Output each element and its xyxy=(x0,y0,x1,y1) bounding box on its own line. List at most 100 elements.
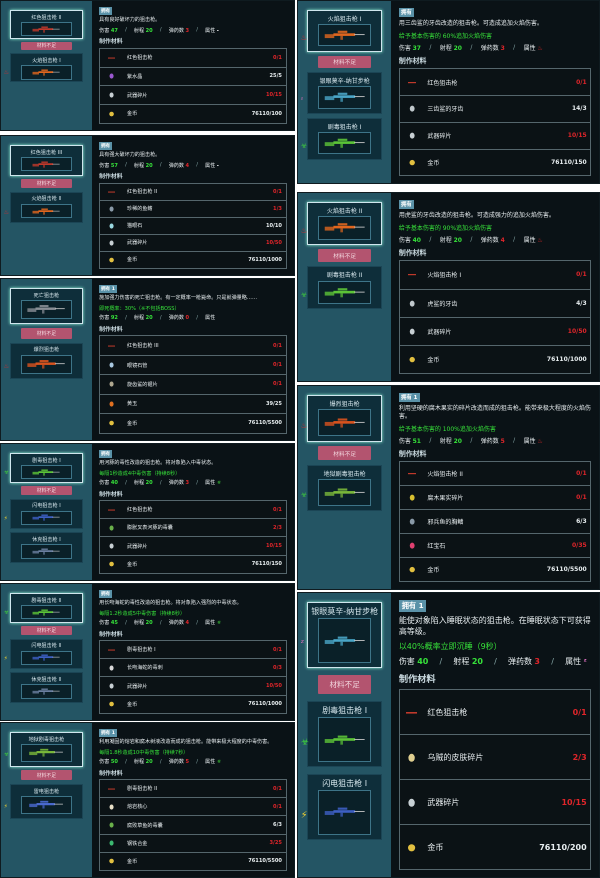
not-enough-materials-button[interactable]: 材料不足 xyxy=(20,770,73,781)
stat-label: 射程 xyxy=(439,438,452,446)
not-enough-materials-button[interactable]: 材料不足 xyxy=(318,55,371,68)
material-name: 长吻海蛇的毒刺 xyxy=(127,665,163,672)
weapon-list-item[interactable]: 爆烈狙击枪 ♨ xyxy=(4,342,84,380)
stat-value: 4 xyxy=(500,237,505,245)
stat-label: 射程 xyxy=(453,657,470,667)
weapon-list: 死亡狙击枪材料不足爆烈狙击枪 ♨ xyxy=(1,279,92,440)
weapon-list-item[interactable]: 火焰狙击枪 I ♨ xyxy=(301,10,383,52)
biohazard-icon: ☣ xyxy=(300,140,308,150)
button-label: 材料不足 xyxy=(36,331,57,337)
weapon-list-item[interactable]: 剧毒狙击枪 II ☣ xyxy=(301,266,383,310)
weapon-list-item[interactable]: 红色狙击枪 III xyxy=(9,144,84,177)
not-enough-materials-button[interactable]: 材料不足 xyxy=(20,179,73,189)
weapon-list-item[interactable]: 闪电狙击枪 I ⚡ xyxy=(301,773,383,840)
weapon-name: 火焰狙击枪 I xyxy=(32,57,61,64)
materials-header: 制作材料 xyxy=(99,174,123,181)
stat-value: 3 xyxy=(185,27,190,34)
weapon-list-item[interactable]: 火焰狙击枪 I ♨ xyxy=(4,53,84,82)
separator: / xyxy=(513,437,516,445)
stat-label: 射程 xyxy=(133,315,145,322)
weapon-name: 剧毒狙击枪 II xyxy=(31,597,62,604)
stat-label: 伤害 xyxy=(99,27,110,34)
not-enough-materials-button[interactable]: 材料不足 xyxy=(20,41,73,51)
weapon-name: 火焰狙击枪 II xyxy=(31,196,62,203)
sac-icon xyxy=(104,822,120,828)
weapon-list-item[interactable]: 死亡狙击枪 xyxy=(9,287,84,325)
weapon-list-item[interactable]: 银眼莫辛-纳甘步枪 ᶻ xyxy=(301,72,383,114)
stat-value: 20 xyxy=(145,315,153,322)
weapon-image xyxy=(318,409,371,437)
weapon-effect: 以40%概率立即沉睡（9秒） xyxy=(398,642,502,652)
weapon-list: 红色狙击枪 II 材料不足火焰狙击枪 I ♨ xyxy=(1,1,92,130)
material-row: 红色狙击枪 0/1 xyxy=(399,69,591,96)
material-count: 76110/5500 xyxy=(248,420,282,427)
weapon-list-item[interactable]: 火焰狙击枪 II ♨ xyxy=(301,202,383,245)
weapon-list-item[interactable]: 闪电狙击枪 II ⚡ xyxy=(4,638,84,670)
not-enough-materials-button[interactable]: 材料不足 xyxy=(20,486,73,496)
material-row: 紫水晶 25/5 xyxy=(100,67,286,86)
weapon-list-item[interactable]: 雷电狙击枪 ⚡ xyxy=(4,784,84,819)
not-enough-materials-button[interactable]: 材料不足 xyxy=(318,249,371,262)
lightning-icon: ⚡ xyxy=(3,803,8,811)
weapon-list-item[interactable]: 剧毒狙击枪 I ☣ xyxy=(4,452,84,484)
tooth-icon xyxy=(404,105,420,112)
material-count: 76110/100 xyxy=(251,110,282,117)
not-enough-materials-button[interactable]: 材料不足 xyxy=(318,446,371,460)
biohazard-icon: ☣ xyxy=(300,490,308,500)
weapon-list-item[interactable]: 火焰狙击枪 II ♨ xyxy=(4,191,84,223)
separator: / xyxy=(470,437,473,445)
button-label: 材料不足 xyxy=(36,629,57,635)
stat-attribute: 属性 ♨ xyxy=(524,436,543,445)
gem-icon xyxy=(104,223,120,229)
weapon-list-item[interactable]: 剧毒狙击枪 I ☣ xyxy=(301,118,383,160)
stat-value: - xyxy=(216,162,219,169)
material-row: 金币 76110/5500 xyxy=(100,414,286,433)
weapon-list-item[interactable]: 剧毒狙击枪 II ☣ xyxy=(4,592,84,624)
not-enough-materials-button[interactable]: 材料不足 xyxy=(20,626,73,636)
ruby-icon xyxy=(404,542,420,549)
weapon-list-item[interactable]: 地狱剧毒狙击枪 ☣ xyxy=(4,731,84,767)
material-name: 钢铁合金 xyxy=(127,840,148,847)
weapon-list-item[interactable]: 爆烈狙击枪 ♨ xyxy=(301,395,383,442)
separator: / xyxy=(196,479,198,486)
coin-icon xyxy=(104,420,120,426)
stat-range: 射程 20 xyxy=(453,656,483,667)
material-name: 紫水晶 xyxy=(127,73,143,80)
material-row: 金币 76110/1000 xyxy=(100,251,286,268)
weapon-list-item[interactable]: 红色狙击枪 II xyxy=(9,9,84,39)
weapon-list-item[interactable]: 银眼莫辛-纳甘步枪 ᶻ xyxy=(301,602,383,668)
weapon-stats: 伤害 50 / 射程 20 / 弹药数 5 / 属性 ☣ xyxy=(99,758,287,766)
weapon-name: 地狱剧毒狙击枪 xyxy=(28,736,65,743)
weapon-image xyxy=(20,650,72,666)
sac-icon xyxy=(104,525,120,531)
material-count: 4/3 xyxy=(576,299,587,307)
stat-label: 弹药数 xyxy=(168,480,184,487)
weapon-list-item[interactable]: 剧毒狙击枪 I ☣ xyxy=(301,700,383,767)
material-row: 红色狙击枪 II 0/1 xyxy=(100,183,286,200)
alloy-icon xyxy=(104,840,120,846)
material-name: 红色狙击枪 III xyxy=(127,343,159,350)
parts-icon xyxy=(104,240,120,246)
amethyst-icon xyxy=(104,73,120,79)
material-count: 14/3 xyxy=(571,105,587,113)
weapon-list-item[interactable]: 闪电狙击枪 I ⚡ xyxy=(4,498,84,530)
stat-damage: 伤害 40 xyxy=(399,656,429,667)
owned-badge: 拥有 xyxy=(99,590,112,598)
material-name: 金币 xyxy=(427,567,440,575)
weapon-list-item[interactable]: 休克狙击枪 II xyxy=(9,672,84,703)
stat-label: 伤害 xyxy=(99,759,110,766)
not-enough-materials-button[interactable]: 材料不足 xyxy=(318,674,371,695)
materials-header: 制作材料 xyxy=(99,326,123,333)
weapon-effect: 给予基本伤害的 100%追加火焰伤害 xyxy=(398,426,496,434)
owned-badge: 拥有 1 xyxy=(99,285,117,293)
weapon-list-item[interactable]: 休克狙击枪 I xyxy=(9,532,84,563)
not-enough-materials-button[interactable]: 材料不足 xyxy=(20,328,73,339)
weapon-image xyxy=(20,604,72,620)
crafting-panel: 剧毒狙击枪 II ☣ 材料不足 闪电狙击枪 II ⚡ 休克狙击枪 II 拥有 用长吻海蛇的毒性… xyxy=(0,583,295,721)
weapon-image xyxy=(20,21,72,37)
weapon-list-item[interactable]: 地狱剧毒狙击枪 ☣ xyxy=(301,464,383,512)
stat-damage: 伤害 51 xyxy=(399,436,421,445)
weapon-description: 施加强力伤害的死亡狙击枪。有一定概率一枪毙命。只是就弹量略…… xyxy=(99,295,258,302)
separator: / xyxy=(196,314,198,321)
separator: / xyxy=(159,314,162,321)
